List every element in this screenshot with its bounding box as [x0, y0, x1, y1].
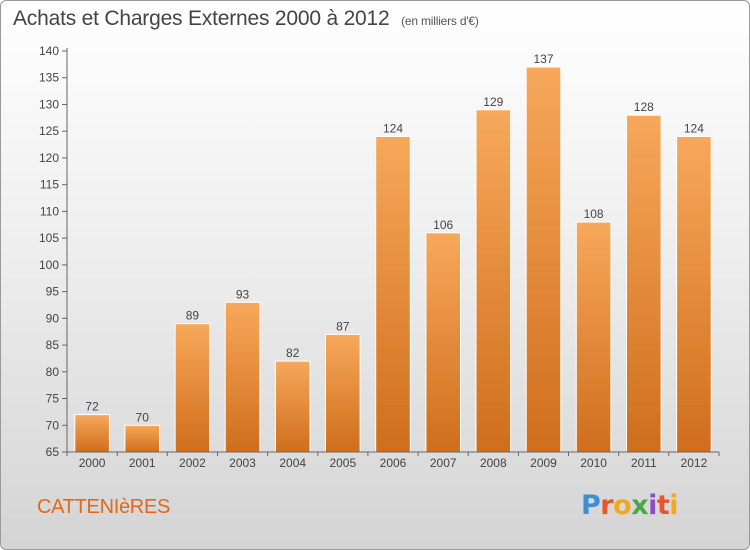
data-label-2011: 128	[634, 100, 654, 114]
bar-2005	[325, 333, 361, 453]
x-tick-label-2003: 2003	[229, 456, 256, 470]
x-tick-label-2010: 2010	[580, 456, 607, 470]
y-tick-label-115: 115	[40, 178, 59, 192]
x-tick-label-2005: 2005	[329, 456, 356, 470]
y-tick-label-80: 80	[46, 365, 60, 379]
data-label-2000: 72	[85, 400, 99, 414]
y-tick-label-120: 120	[39, 151, 59, 165]
y-tick-label-125: 125	[39, 124, 59, 138]
logo-letter: t	[656, 490, 670, 521]
x-tick-label-2012: 2012	[681, 456, 708, 470]
proxiti-logo: Proxiti	[581, 490, 679, 521]
y-tick-label-140: 140	[39, 44, 59, 58]
bar-2008	[475, 109, 512, 453]
bar-2009	[525, 66, 562, 453]
bar-2011	[626, 114, 662, 453]
y-tick-label-105: 105	[39, 231, 59, 245]
bar-2006	[375, 136, 411, 453]
y-tick-label-135: 135	[39, 71, 59, 85]
data-label-2002: 89	[186, 309, 200, 323]
x-tick-label-2000: 2000	[79, 456, 106, 470]
data-label-2010: 108	[584, 207, 604, 221]
y-tick-label-100: 100	[39, 258, 59, 272]
bar-2002	[174, 323, 211, 453]
data-label-2004: 82	[286, 346, 300, 360]
y-tick-label-70: 70	[46, 418, 60, 432]
x-tick-label-2006: 2006	[380, 456, 407, 470]
chart-title-text: Achats et Charges Externes 2000 à 2012	[13, 7, 390, 30]
chart-subtitle: (en milliers d'€)	[401, 14, 479, 28]
data-label-2009: 137	[533, 52, 553, 66]
x-tick-label-2007: 2007	[430, 456, 457, 470]
y-tick-label-130: 130	[39, 98, 59, 112]
x-tick-label-2004: 2004	[279, 456, 306, 470]
chart-title: Achats et Charges Externes 2000 à 2012 (…	[13, 7, 479, 31]
logo-letter: P	[581, 490, 601, 521]
x-tick-label-2011: 2011	[631, 456, 657, 470]
bar-2010	[575, 221, 612, 453]
data-label-2005: 87	[336, 319, 350, 333]
y-tick-label-85: 85	[46, 338, 60, 352]
data-label-2008: 129	[483, 95, 503, 109]
bar-2000	[74, 414, 110, 453]
bar-2004	[274, 360, 311, 453]
logo-letter: i	[669, 490, 679, 521]
data-label-2001: 70	[136, 410, 150, 424]
data-label-2007: 106	[433, 218, 453, 232]
logo-letter: i	[648, 490, 657, 521]
bar-2012	[676, 136, 712, 453]
x-tick-label-2001: 2001	[129, 456, 156, 470]
y-tick-label-110: 110	[40, 204, 59, 218]
commune-name: CATTENIèRES	[37, 496, 171, 518]
y-tick-label-95: 95	[46, 285, 60, 299]
x-tick-label-2009: 2009	[530, 456, 557, 470]
data-label-2012: 124	[684, 122, 704, 136]
logo-letter: r	[600, 490, 614, 521]
bar-2003	[224, 301, 261, 453]
y-tick-label-75: 75	[46, 392, 60, 406]
x-tick-label-2008: 2008	[480, 456, 507, 470]
data-label-2003: 93	[236, 287, 250, 301]
bar-2007	[425, 232, 461, 453]
y-tick-label-65: 65	[46, 445, 60, 459]
x-tick-label-2002: 2002	[179, 456, 206, 470]
logo-letter: o	[613, 490, 632, 521]
logo-letter: x	[631, 490, 649, 521]
bar-2001	[124, 424, 160, 453]
data-label-2006: 124	[383, 122, 403, 136]
y-tick-label-90: 90	[46, 311, 60, 325]
